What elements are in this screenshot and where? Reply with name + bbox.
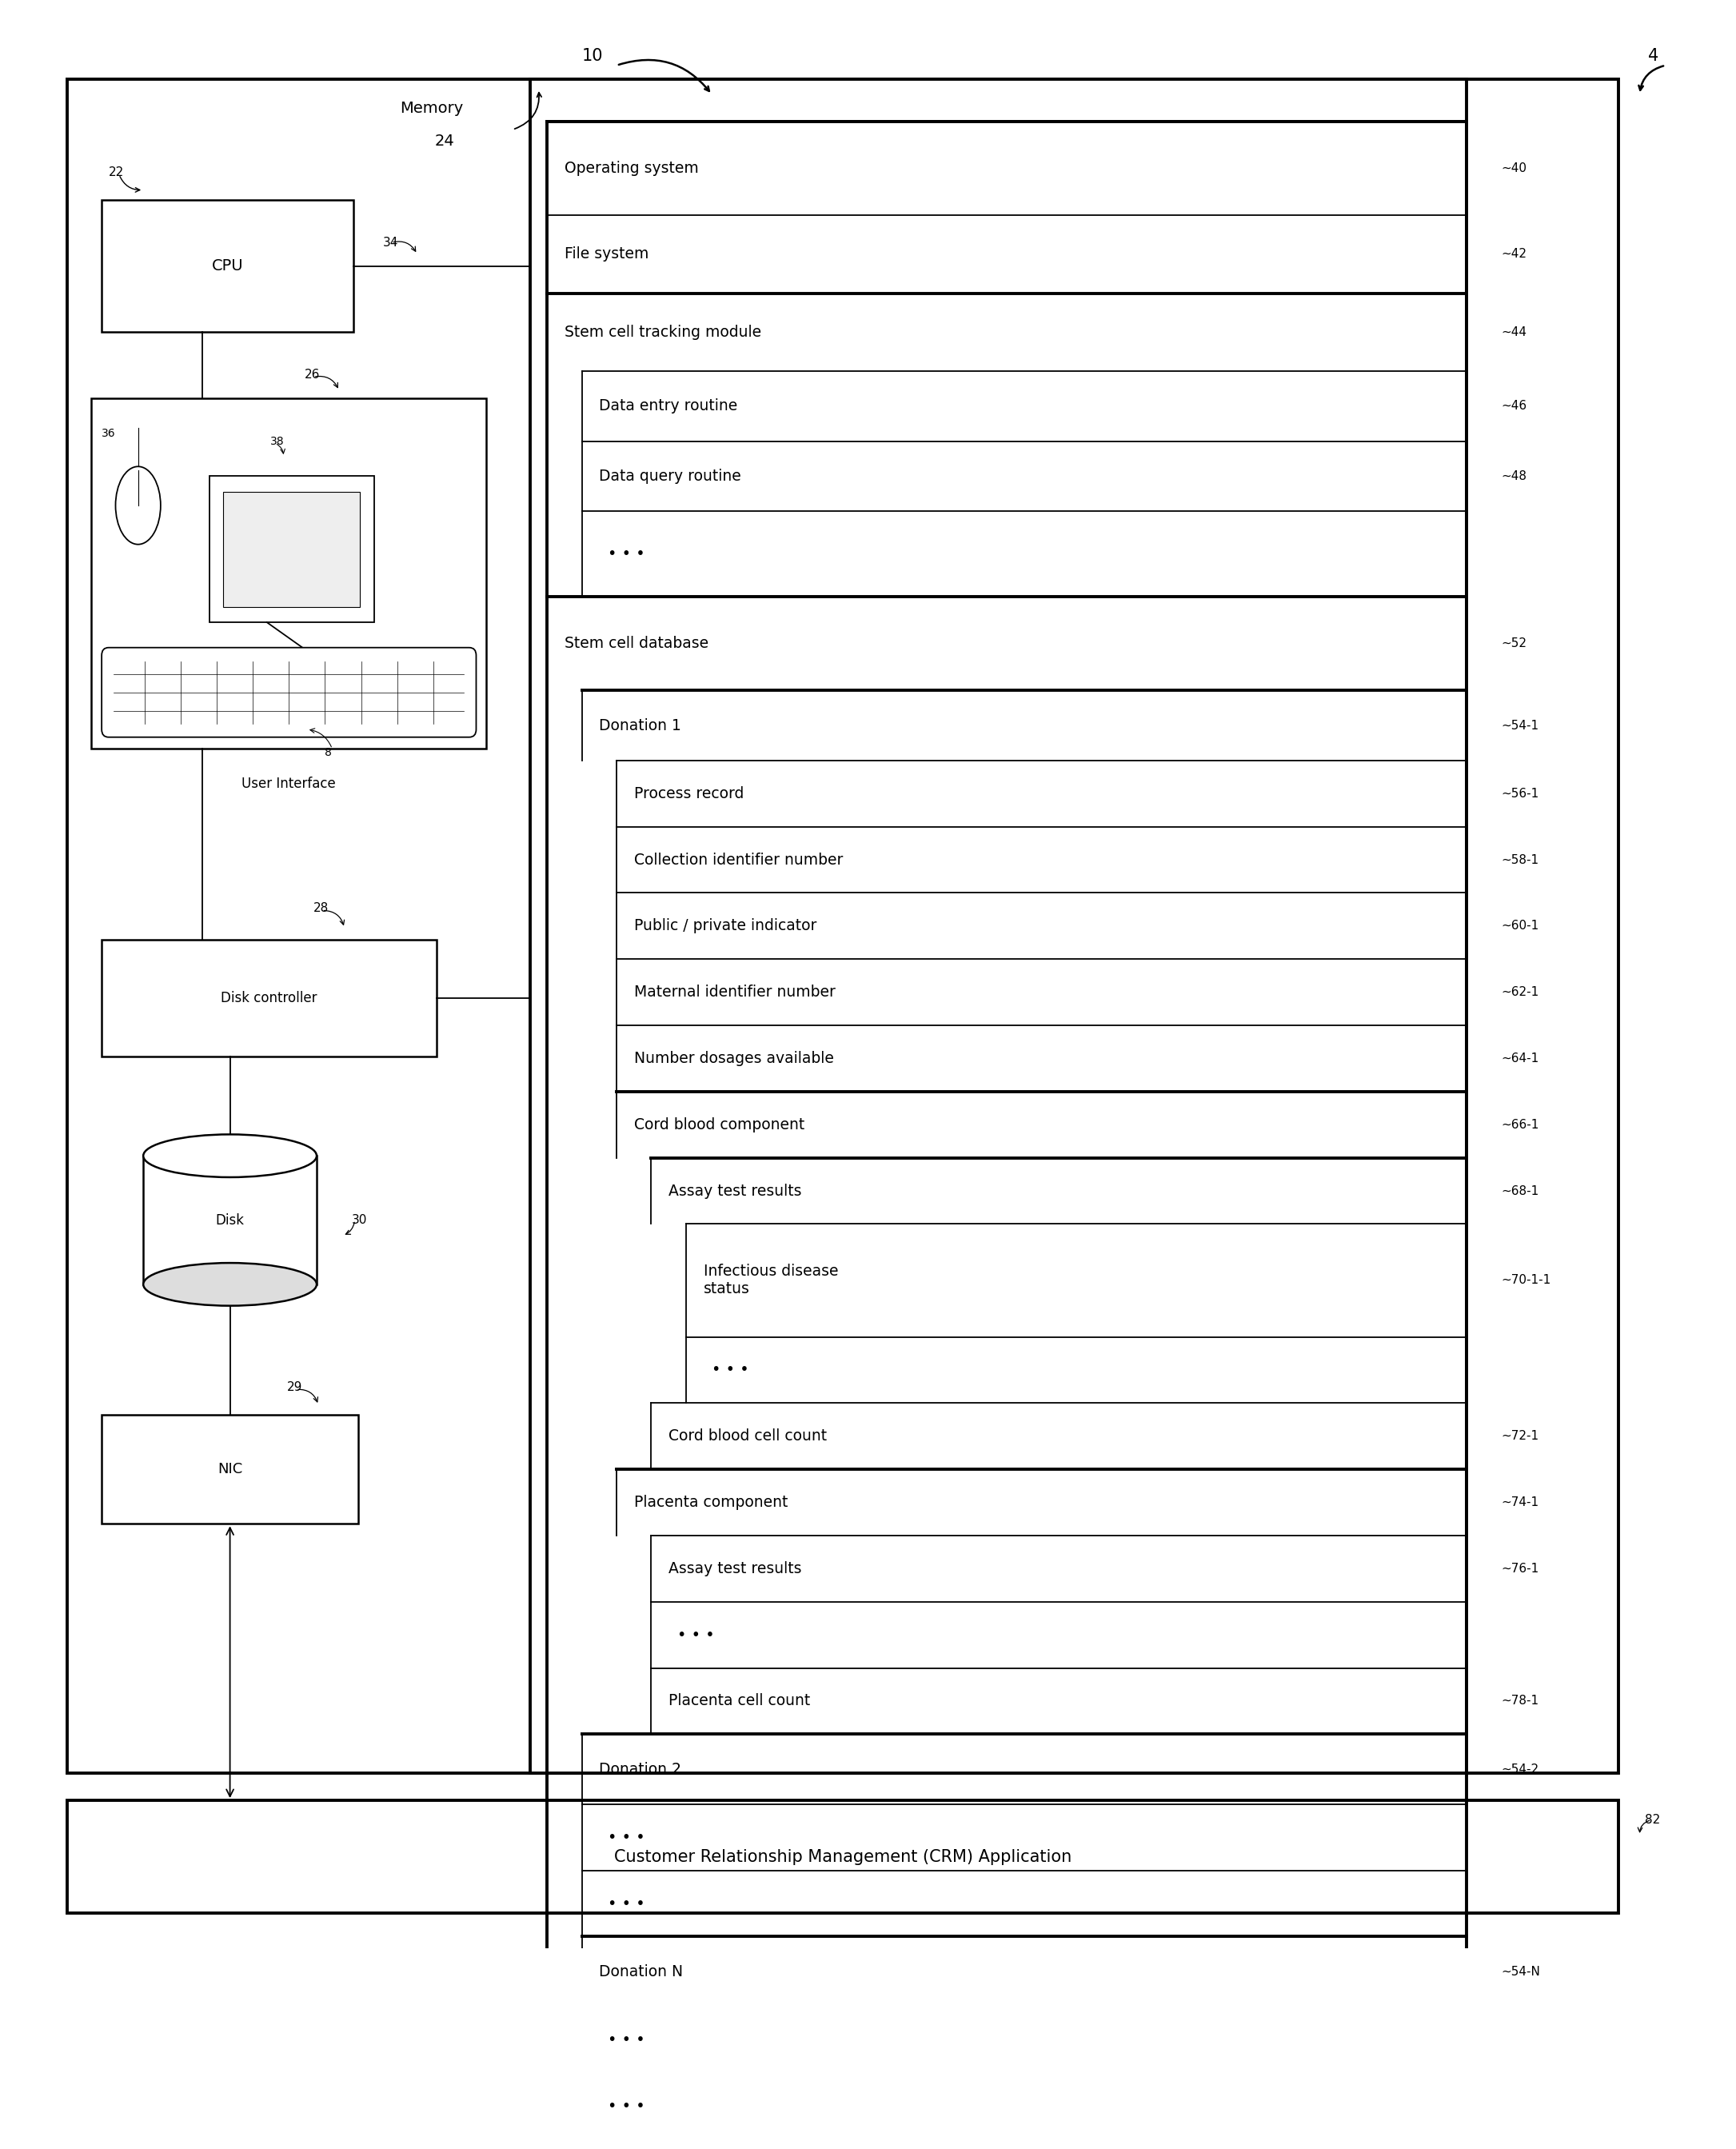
Text: Process record: Process record xyxy=(634,787,743,802)
Text: ~66-1: ~66-1 xyxy=(1502,1120,1538,1130)
Text: Memory: Memory xyxy=(399,101,464,116)
Text: 36: 36 xyxy=(102,428,116,438)
Text: Public / private indicator: Public / private indicator xyxy=(634,918,816,933)
Ellipse shape xyxy=(116,466,161,544)
Text: 38: 38 xyxy=(269,436,285,447)
Text: ~68-1: ~68-1 xyxy=(1502,1184,1538,1197)
Bar xyxy=(102,200,352,333)
Text: Stem cell database: Stem cell database xyxy=(564,636,708,651)
Text: Placenta component: Placenta component xyxy=(634,1496,788,1511)
Text: ~52: ~52 xyxy=(1502,638,1526,649)
Text: ~56-1: ~56-1 xyxy=(1502,789,1538,799)
Text: • • •: • • • xyxy=(677,1627,715,1642)
Text: 22: 22 xyxy=(109,165,123,178)
Text: 28: 28 xyxy=(312,903,328,915)
Text: 26: 26 xyxy=(304,370,319,380)
Text: ~70-1-1: ~70-1-1 xyxy=(1502,1274,1550,1287)
Text: • • •: • • • xyxy=(608,2097,646,2115)
Text: 10: 10 xyxy=(582,47,602,64)
Text: Operating system: Operating system xyxy=(564,161,698,176)
Text: Collection identifier number: Collection identifier number xyxy=(634,853,844,868)
Bar xyxy=(222,492,359,606)
Text: Maternal identifier number: Maternal identifier number xyxy=(634,984,835,999)
Ellipse shape xyxy=(144,1264,316,1307)
Text: • • •: • • • xyxy=(608,1829,646,1846)
Text: ~74-1: ~74-1 xyxy=(1502,1496,1538,1509)
Text: ~42: ~42 xyxy=(1502,249,1526,260)
Text: • • •: • • • xyxy=(608,2033,646,2048)
Text: ~72-1: ~72-1 xyxy=(1502,1431,1538,1442)
Text: Customer Relationship Management (CRM) Application: Customer Relationship Management (CRM) A… xyxy=(615,1848,1071,1865)
Bar xyxy=(102,939,436,1057)
Text: ~54-1: ~54-1 xyxy=(1502,720,1538,731)
Bar xyxy=(102,1414,358,1524)
Text: Infectious disease
status: Infectious disease status xyxy=(703,1264,838,1296)
Text: 34: 34 xyxy=(382,236,398,249)
Text: NIC: NIC xyxy=(217,1461,243,1476)
Text: Donation 2: Donation 2 xyxy=(599,1762,682,1777)
Text: 29: 29 xyxy=(286,1382,302,1393)
Text: Cord blood cell count: Cord blood cell count xyxy=(668,1429,826,1444)
Text: ~46: ~46 xyxy=(1502,400,1526,413)
Text: • • •: • • • xyxy=(712,1362,750,1378)
FancyBboxPatch shape xyxy=(102,647,476,737)
Text: Cord blood component: Cord blood component xyxy=(634,1117,804,1133)
Text: 24: 24 xyxy=(434,133,455,148)
Text: • • •: • • • xyxy=(608,1895,646,1910)
Text: ~58-1: ~58-1 xyxy=(1502,853,1538,866)
Text: 8: 8 xyxy=(325,748,332,759)
Text: Disk controller: Disk controller xyxy=(220,991,318,1006)
Text: ~64-1: ~64-1 xyxy=(1502,1053,1538,1064)
Text: Assay test results: Assay test results xyxy=(668,1560,802,1575)
Text: Data entry routine: Data entry routine xyxy=(599,398,738,415)
Bar xyxy=(68,80,1618,1773)
Text: ~78-1: ~78-1 xyxy=(1502,1696,1538,1706)
Text: Assay test results: Assay test results xyxy=(668,1184,802,1199)
Text: Donation 1: Donation 1 xyxy=(599,718,682,733)
Text: ~44: ~44 xyxy=(1502,327,1526,337)
Text: ~54-N: ~54-N xyxy=(1502,1966,1540,1977)
Text: Disk: Disk xyxy=(215,1212,245,1227)
Text: 30: 30 xyxy=(351,1214,366,1227)
Text: 4: 4 xyxy=(1647,47,1660,64)
Text: Number dosages available: Number dosages available xyxy=(634,1051,833,1066)
Text: Placenta cell count: Placenta cell count xyxy=(668,1693,811,1708)
Bar xyxy=(68,1801,1618,1913)
Text: Donation N: Donation N xyxy=(599,1964,684,1979)
Text: CPU: CPU xyxy=(212,258,243,273)
Text: ~54-2: ~54-2 xyxy=(1502,1762,1538,1775)
Bar xyxy=(92,398,486,748)
Text: ~60-1: ~60-1 xyxy=(1502,920,1538,933)
Text: File system: File system xyxy=(564,247,649,262)
Ellipse shape xyxy=(144,1135,316,1178)
Text: ~40: ~40 xyxy=(1502,163,1526,174)
Bar xyxy=(529,80,1467,1773)
Text: 82: 82 xyxy=(1644,1814,1660,1827)
Text: Data query routine: Data query routine xyxy=(599,468,741,484)
Text: ~76-1: ~76-1 xyxy=(1502,1562,1538,1575)
Text: ~48: ~48 xyxy=(1502,471,1526,481)
Bar xyxy=(208,477,373,623)
Text: • • •: • • • xyxy=(608,546,646,561)
Text: ~62-1: ~62-1 xyxy=(1502,986,1538,999)
Text: User Interface: User Interface xyxy=(241,776,337,791)
Text: Stem cell tracking module: Stem cell tracking module xyxy=(564,324,762,340)
